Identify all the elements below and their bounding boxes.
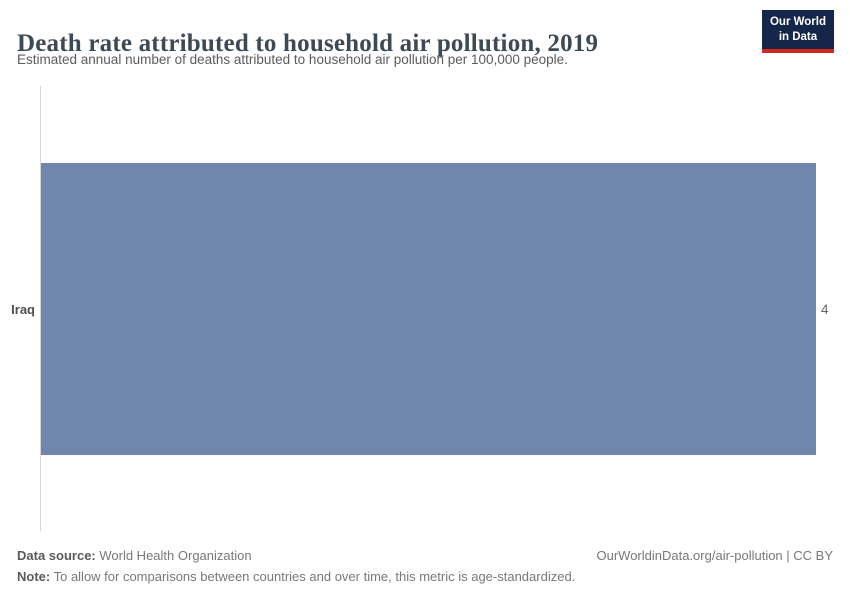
- chart-subtitle: Estimated annual number of deaths attrib…: [17, 52, 568, 67]
- y-axis-line: [40, 86, 41, 531]
- owid-logo-line2: in Data: [778, 30, 818, 43]
- page-title: Death rate attributed to household air p…: [17, 29, 599, 57]
- footer-datasource: Data source: World Health Organization: [17, 548, 252, 563]
- footer-note-label: Note:: [17, 569, 51, 584]
- bar-track: [41, 163, 816, 455]
- bar-iraq[interactable]: [41, 163, 816, 455]
- owid-logo-line1: Our World: [769, 16, 826, 28]
- footer-datasource-label: Data source:: [17, 548, 96, 563]
- value-label-iraq: 4: [821, 302, 829, 317]
- footer-note-value: To allow for comparisons between countri…: [50, 569, 576, 584]
- entity-label-iraq: Iraq: [11, 302, 35, 317]
- footer-note: Note: To allow for comparisons between c…: [17, 569, 575, 584]
- footer-datasource-value: World Health Organization: [95, 548, 252, 563]
- owid-logo: Our World in Data: [761, 10, 834, 53]
- footer-attribution[interactable]: OurWorldinData.org/air-pollution | CC BY: [596, 548, 833, 563]
